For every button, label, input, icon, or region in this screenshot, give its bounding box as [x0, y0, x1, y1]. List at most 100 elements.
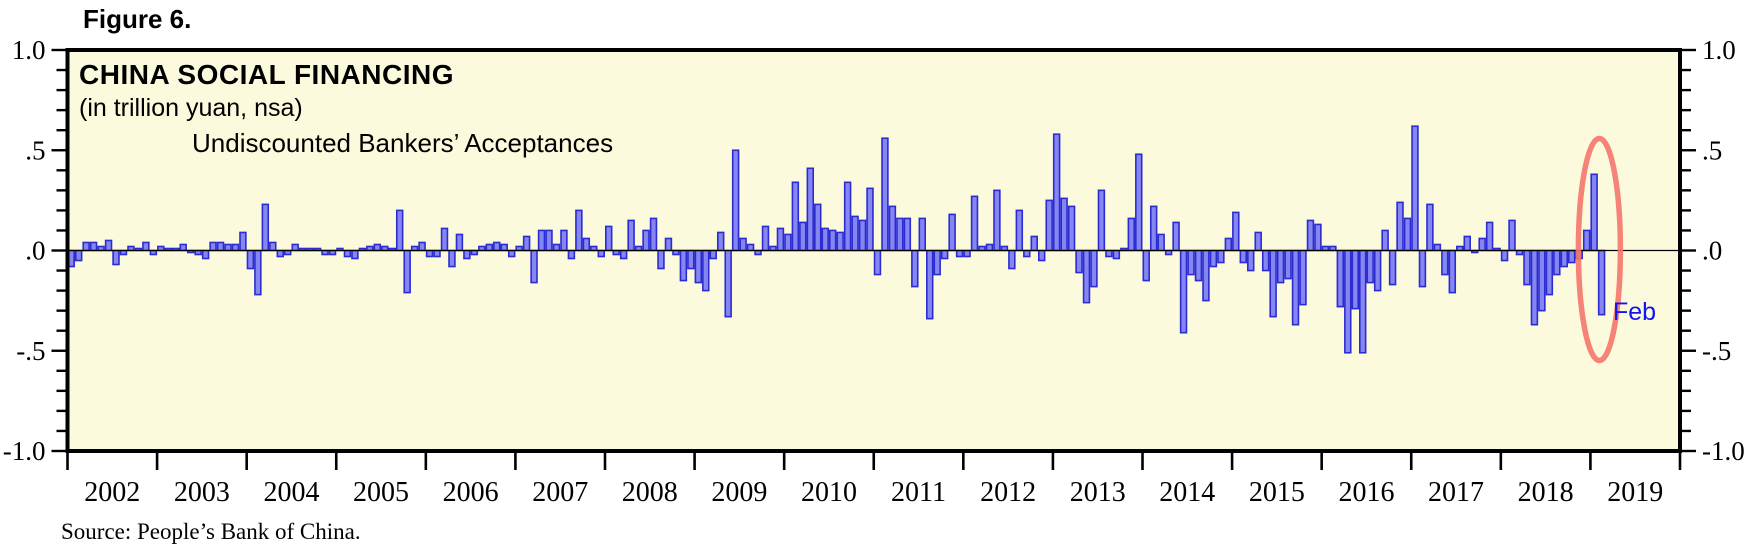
- bar: [1582, 229, 1591, 252]
- bar: [821, 227, 829, 252]
- bar: [418, 241, 426, 252]
- bar: [694, 249, 703, 284]
- bar: [1224, 237, 1233, 252]
- bar: [395, 209, 404, 252]
- bar: [1597, 249, 1606, 316]
- bar: [1530, 249, 1539, 326]
- y-axis-label-right: -.5: [1702, 336, 1731, 366]
- bar: [1523, 249, 1531, 286]
- bar: [604, 225, 613, 252]
- bar: [799, 221, 807, 252]
- x-axis-year-label: 2004: [263, 477, 319, 508]
- y-axis-label-left: 1.0: [12, 35, 46, 65]
- bar: [231, 243, 240, 252]
- x-axis-year-label: 2007: [532, 477, 588, 508]
- bar: [1538, 249, 1546, 312]
- bar: [552, 243, 561, 252]
- bar: [1037, 249, 1046, 262]
- bar: [1314, 223, 1322, 252]
- bar: [1590, 173, 1598, 252]
- bar: [1269, 249, 1277, 318]
- x-axis-year-label: 2005: [353, 477, 409, 508]
- bar: [1172, 221, 1180, 252]
- bar: [1060, 197, 1068, 252]
- bar: [537, 229, 546, 252]
- bar: [709, 249, 717, 260]
- bar: [1052, 133, 1061, 252]
- bar: [627, 219, 635, 252]
- bar: [209, 241, 217, 252]
- bar: [903, 217, 912, 252]
- bar: [1336, 249, 1345, 308]
- bar: [918, 217, 927, 252]
- bar: [1232, 211, 1240, 252]
- bar: [1112, 249, 1121, 260]
- y-axis-label-right: -1.0: [1702, 436, 1745, 466]
- y-axis-label-left: .5: [25, 135, 45, 165]
- bar: [985, 243, 994, 252]
- bar: [74, 249, 83, 262]
- bar: [746, 243, 755, 252]
- bar: [1247, 249, 1255, 272]
- plot-frame: [65, 48, 1682, 453]
- bar: [724, 249, 732, 318]
- bar: [1261, 249, 1270, 272]
- bar: [1045, 199, 1053, 252]
- bar: [1127, 217, 1136, 252]
- bar: [567, 249, 576, 260]
- bar: [664, 237, 673, 252]
- bar: [455, 233, 464, 252]
- bar: [1403, 217, 1412, 252]
- bar: [702, 249, 710, 292]
- bar: [1179, 249, 1188, 334]
- bar: [1142, 249, 1150, 282]
- bar: [104, 239, 113, 252]
- bar: [1553, 249, 1561, 276]
- bar: [851, 215, 859, 252]
- bar: [649, 217, 658, 252]
- y-axis-label-right: .0: [1702, 236, 1722, 266]
- chart-subtitle: (in trillion yuan, nsa): [79, 94, 303, 122]
- bar: [1209, 249, 1218, 268]
- bar: [201, 249, 210, 260]
- x-axis-year-label: 2003: [174, 477, 230, 508]
- x-axis-year-label: 2010: [801, 477, 857, 508]
- bar: [1202, 249, 1210, 302]
- bar: [1023, 249, 1031, 258]
- bar: [1075, 249, 1083, 274]
- bar: [896, 217, 904, 252]
- bar: [836, 231, 844, 252]
- bar: [940, 249, 949, 260]
- bar: [1306, 219, 1315, 252]
- bar: [791, 181, 800, 252]
- bar: [1157, 233, 1165, 252]
- y-axis-label-left: -.5: [16, 336, 45, 366]
- bar: [216, 241, 225, 252]
- bar: [1067, 205, 1076, 252]
- bar: [373, 243, 382, 252]
- bar: [873, 249, 882, 276]
- bar: [142, 241, 150, 252]
- bar: [1291, 249, 1300, 326]
- bar: [448, 249, 456, 268]
- bar: [463, 249, 471, 260]
- bar: [1344, 249, 1352, 354]
- bar: [433, 249, 441, 258]
- bar: [522, 235, 531, 252]
- bar: [507, 249, 516, 258]
- x-axis-year-label: 2017: [1428, 477, 1484, 508]
- bar: [276, 249, 284, 258]
- y-axis-label-left: -1.0: [3, 436, 46, 466]
- bar: [911, 249, 919, 288]
- bar: [582, 237, 591, 252]
- bar: [858, 219, 867, 252]
- x-axis-year-label: 2012: [980, 477, 1036, 508]
- bar: [761, 225, 770, 252]
- highlight-ellipse: [1575, 135, 1624, 364]
- bar: [1441, 249, 1449, 276]
- bar: [888, 205, 897, 252]
- bar: [1105, 249, 1113, 258]
- bar: [1135, 153, 1143, 252]
